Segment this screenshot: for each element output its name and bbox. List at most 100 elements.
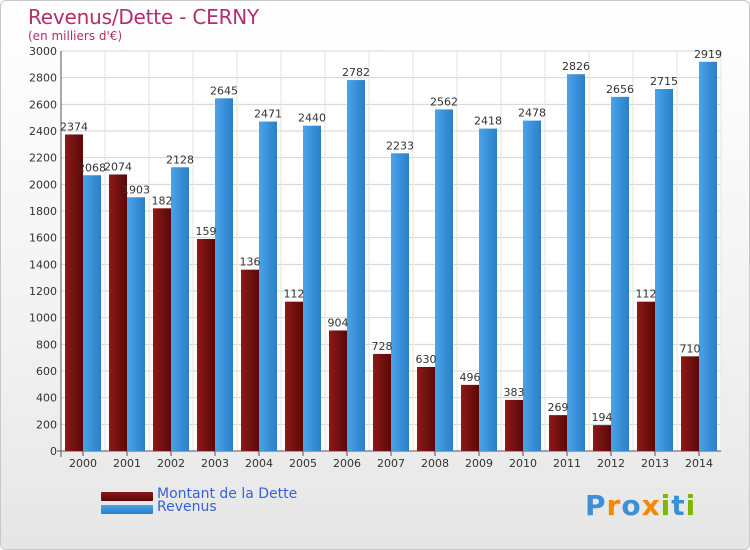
bar-revenue-2013 — [655, 89, 673, 451]
x-tick-label-2005: 2005 — [289, 457, 317, 470]
x-tick-label-2006: 2006 — [333, 457, 361, 470]
data-label-revenue-2001: 1903 — [122, 183, 150, 196]
y-tick-label: 2000 — [29, 178, 57, 191]
bar-debt-2001 — [109, 174, 127, 451]
bar-revenue-2007 — [391, 153, 409, 451]
bar-revenue-2009 — [479, 128, 497, 451]
bar-debt-2013 — [637, 301, 655, 451]
bar-debt-2003 — [197, 239, 215, 451]
x-tick-label-2002: 2002 — [157, 457, 185, 470]
bar-debt-2008 — [417, 367, 435, 451]
proxiti-logo: Proxiti — [585, 489, 696, 522]
data-label-debt-2007: 728 — [372, 340, 393, 353]
chart-subtitle: (en milliers d'€) — [28, 29, 123, 43]
y-tick-label: 1400 — [29, 258, 57, 271]
logo-letter: x — [641, 489, 661, 522]
data-label-revenue-2010: 2478 — [518, 107, 546, 120]
y-tick-label: 2800 — [29, 72, 57, 85]
data-label-debt-2004: 136 — [240, 256, 261, 269]
bar-revenue-2014 — [699, 61, 717, 452]
data-label-debt-2002: 182 — [152, 194, 173, 207]
x-tick-label-2003: 2003 — [201, 457, 229, 470]
data-label-revenue-2012: 2656 — [606, 83, 634, 96]
bar-revenue-2000 — [83, 175, 101, 451]
x-tick-label-2014: 2014 — [685, 457, 713, 470]
x-tick-label-2000: 2000 — [69, 457, 97, 470]
data-label-revenue-2000: 2068 — [78, 161, 106, 174]
bar-debt-2005 — [285, 301, 303, 451]
data-label-revenue-2005: 2440 — [298, 112, 326, 125]
chart-title: Revenus/Dette - CERNY — [28, 5, 260, 29]
data-label-debt-2006: 904 — [328, 316, 349, 329]
data-label-revenue-2006: 2782 — [342, 66, 370, 79]
data-label-debt-2005: 112 — [284, 288, 305, 301]
bar-debt-2006 — [329, 330, 347, 451]
data-label-debt-2010: 383 — [504, 386, 525, 399]
data-label-revenue-2003: 2645 — [210, 84, 238, 97]
y-tick-label: 2600 — [29, 98, 57, 111]
data-label-revenue-2008: 2562 — [430, 95, 458, 108]
data-label-debt-2013: 112 — [636, 288, 657, 301]
x-tick-label-2004: 2004 — [245, 457, 273, 470]
logo-letter: i — [685, 489, 697, 522]
y-tick-label: 2200 — [29, 152, 57, 165]
data-label-debt-2009: 496 — [460, 371, 481, 384]
y-tick-label: 1800 — [29, 205, 57, 218]
x-tick-label-2010: 2010 — [509, 457, 537, 470]
bar-revenue-2008 — [435, 109, 453, 452]
bar-revenue-2002 — [171, 167, 189, 451]
data-label-debt-2011: 269 — [548, 401, 569, 414]
bar-debt-2004 — [241, 269, 259, 451]
bar-debt-2014 — [681, 356, 699, 451]
y-tick-label: 800 — [36, 338, 57, 351]
x-tick-label-2012: 2012 — [597, 457, 625, 470]
bar-debt-2010 — [505, 399, 523, 451]
bar-debt-2007 — [373, 353, 391, 451]
data-label-revenue-2014: 2919 — [694, 48, 722, 61]
data-label-debt-2012: 194 — [592, 411, 613, 424]
bar-revenue-2011 — [567, 74, 585, 451]
bar-revenue-2012 — [611, 96, 629, 451]
bar-revenue-2004 — [259, 121, 277, 452]
data-label-debt-2001: 2074 — [104, 160, 132, 173]
bar-revenue-2005 — [303, 125, 321, 452]
logo-letter: i — [660, 489, 672, 522]
y-tick-label: 1600 — [29, 232, 57, 245]
data-label-debt-2000: 2374 — [60, 120, 88, 133]
x-tick-label-2007: 2007 — [377, 457, 405, 470]
bar-debt-2000 — [65, 134, 83, 451]
logo-letter: t — [671, 489, 686, 522]
bar-debt-2002 — [153, 208, 171, 451]
bar-revenue-2006 — [347, 80, 365, 452]
bar-revenue-2003 — [215, 98, 233, 451]
y-tick-label: 1000 — [29, 312, 57, 325]
bar-revenue-2001 — [127, 197, 145, 451]
data-label-revenue-2009: 2418 — [474, 115, 502, 128]
x-tick-label-2009: 2009 — [465, 457, 493, 470]
bar-debt-2009 — [461, 384, 479, 451]
x-tick-label-2001: 2001 — [113, 457, 141, 470]
y-tick-label: 400 — [36, 392, 57, 405]
y-tick-label: 600 — [36, 365, 57, 378]
legend-label-debt: Montant de la Dette — [157, 486, 298, 502]
data-label-debt-2003: 159 — [196, 225, 217, 238]
data-label-revenue-2013: 2715 — [650, 75, 678, 88]
y-tick-label: 1200 — [29, 285, 57, 298]
data-label-debt-2014: 710 — [680, 342, 701, 355]
y-tick-label: 3000 — [29, 45, 57, 58]
data-label-revenue-2011: 2826 — [562, 60, 590, 73]
legend-label-revenue: Revenus — [157, 499, 217, 515]
legend-swatch-revenue — [101, 505, 153, 514]
x-tick-label-2013: 2013 — [641, 457, 669, 470]
y-tick-label: 2400 — [29, 125, 57, 138]
logo-letter: P — [585, 489, 607, 522]
y-tick-label: 200 — [36, 418, 57, 431]
y-tick-label: 0 — [50, 445, 57, 458]
data-label-debt-2008: 630 — [416, 353, 437, 366]
x-tick-label-2008: 2008 — [421, 457, 449, 470]
x-tick-label-2011: 2011 — [553, 457, 581, 470]
bar-debt-2012 — [593, 425, 611, 451]
bar-debt-2011 — [549, 415, 567, 451]
